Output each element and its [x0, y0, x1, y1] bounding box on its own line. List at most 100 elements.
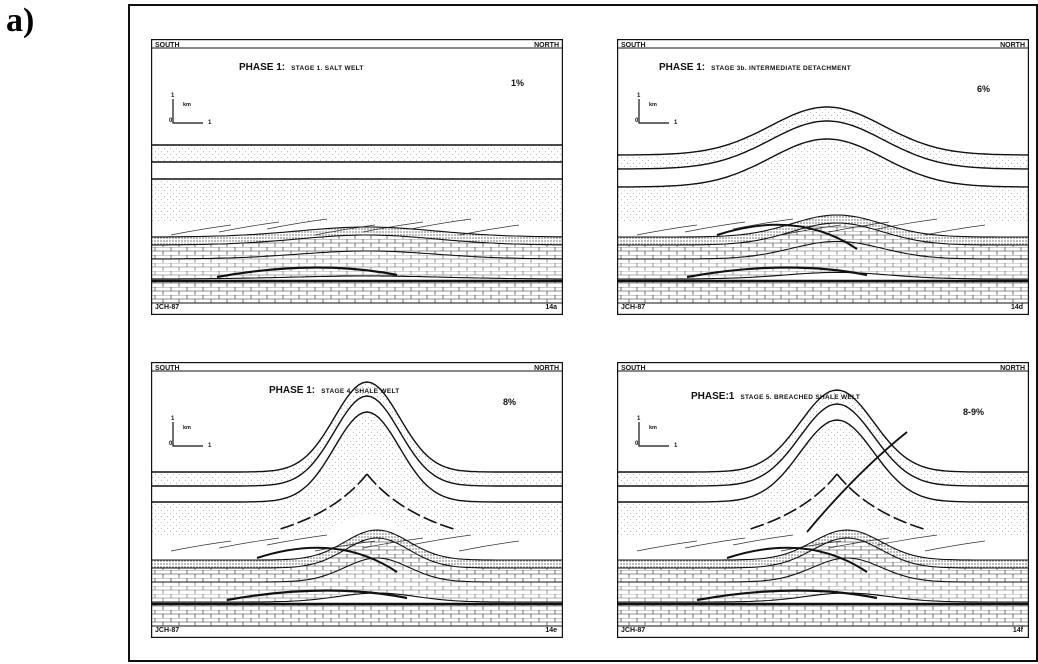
shortening-percent: 8%: [503, 397, 517, 407]
scale-bar: [172, 422, 203, 447]
scale-bar: [638, 99, 669, 124]
cross-bed-line: [170, 224, 232, 236]
north-label: NORTH: [534, 365, 559, 372]
basement-layer: [152, 281, 562, 303]
layer-boundary: [151, 395, 563, 487]
cross-bed-line: [410, 218, 472, 230]
figure-frame: SOUTH NORTH PHASE 1: STAGE 1. SALT WELT 1…: [128, 4, 1038, 662]
cross-section-drawing: [617, 362, 1029, 638]
south-label: SOUTH: [155, 42, 180, 49]
thrust-fault: [716, 223, 858, 250]
thrust-fault: [726, 546, 868, 573]
lower-boundary: [151, 557, 563, 583]
lower-boundary: [617, 222, 1029, 246]
fault-trace: [366, 473, 458, 531]
cross-section-drawing: [151, 39, 563, 315]
limestone-layer: [617, 558, 1029, 602]
stipple-band: [151, 179, 563, 221]
scale-one: 1: [171, 93, 175, 99]
figure-code: 14f: [1012, 627, 1023, 634]
panel-title: PHASE:1 STAGE 5. BREACHED SHALE WELT: [691, 392, 860, 402]
panel-stage-3b-intermediate-detachment: SOUTH NORTH PHASE 1: STAGE 3b. INTERMEDIA…: [617, 39, 1029, 315]
lower-boundary: [151, 226, 563, 238]
cross-bed-line: [170, 540, 232, 552]
scale-unit: km: [649, 102, 657, 108]
scale-zero: 0: [635, 118, 639, 124]
fault-trace: [746, 473, 838, 531]
breaching-fault: [806, 431, 908, 533]
layer-boundary: [151, 381, 563, 473]
north-label: NORTH: [1000, 365, 1025, 372]
cross-bed-line: [636, 540, 698, 552]
stage-label: STAGE 3b. INTERMEDIATE DETACHMENT: [711, 65, 852, 72]
panel-stage-1-salt-welt: SOUTH NORTH PHASE 1: STAGE 1. SALT WELT 1…: [151, 39, 563, 315]
figure-code: 14e: [545, 627, 557, 634]
cross-section-drawing: [151, 362, 563, 638]
cross-section-drawing: [617, 39, 1029, 315]
basement-layer: [618, 281, 1028, 303]
scale-x: 1: [208, 120, 212, 126]
north-label: NORTH: [534, 42, 559, 49]
thrust-fault: [216, 266, 398, 279]
north-label: NORTH: [1000, 42, 1025, 49]
cross-bed-line: [266, 218, 328, 230]
scale-unit: km: [183, 425, 191, 431]
figure-code: 14a: [545, 304, 557, 311]
layer-boundary: [617, 403, 1029, 487]
shortening-percent: 8-9%: [963, 407, 985, 417]
lower-boundary: [617, 240, 1029, 260]
cross-bed-line: [732, 534, 794, 546]
stipple-band: [617, 107, 1029, 169]
thrust-fault: [226, 589, 408, 602]
phase-label: PHASE 1:: [239, 62, 286, 73]
cross-bed-line: [218, 537, 280, 549]
scale-unit: km: [649, 425, 657, 431]
scale-bar: [638, 422, 669, 447]
credit-label: JCH-87: [155, 304, 180, 311]
figure-code: 14d: [1010, 304, 1023, 311]
scale-zero: 0: [169, 441, 173, 447]
stage-label: STAGE 5. BREACHED SHALE WELT: [740, 394, 861, 401]
credit-label: JCH-87: [621, 627, 646, 634]
lower-boundary: [151, 275, 563, 280]
lower-boundary: [151, 250, 563, 260]
basement-layer: [618, 604, 1028, 626]
lower-boundary: [151, 592, 563, 603]
stipple-band: [151, 412, 563, 537]
scale-one: 1: [637, 416, 641, 422]
lower-boundary: [617, 529, 1029, 561]
limestone-layer: [617, 223, 1029, 259]
basement-layer: [152, 604, 562, 626]
limestone-layer: [151, 538, 563, 582]
shortening-percent: 1%: [511, 78, 525, 88]
phase-label: PHASE 1:: [269, 385, 316, 396]
layer-boundary: [151, 411, 563, 503]
scale-unit: km: [183, 102, 191, 108]
limestone-layer: [617, 538, 1029, 582]
sandstone-layer: [617, 215, 1029, 245]
cross-bed-line: [684, 537, 746, 549]
thrust-fault: [256, 546, 398, 573]
panel-stage-5-breached-shale-welt: SOUTH NORTH PHASE:1 STAGE 5. BREACHED SHA…: [617, 362, 1029, 638]
layer-boundary: [617, 120, 1029, 170]
panel-title: PHASE 1: STAGE 3b. INTERMEDIATE DETACHMEN…: [659, 63, 851, 73]
cross-bed-line: [684, 221, 746, 233]
south-label: SOUTH: [155, 365, 180, 372]
south-label: SOUTH: [621, 365, 646, 372]
sandstone-layer: [151, 530, 563, 568]
lower-boundary: [617, 557, 1029, 583]
lower-boundary: [617, 537, 1029, 569]
lower-boundary: [151, 234, 563, 246]
layer-boundary: [617, 138, 1029, 188]
lower-boundary: [151, 537, 563, 569]
panel-title: PHASE 1: STAGE 4. SHALE WELT: [269, 386, 400, 396]
cross-bed-line: [410, 534, 472, 546]
sandstone-layer: [617, 530, 1029, 568]
lower-boundary: [617, 592, 1029, 603]
credit-label: JCH-87: [155, 627, 180, 634]
figure-label: a): [6, 2, 35, 39]
limestone-layer: [151, 558, 563, 602]
cross-bed-line: [266, 534, 328, 546]
scale-x: 1: [208, 443, 212, 449]
credit-label: JCH-87: [621, 304, 646, 311]
